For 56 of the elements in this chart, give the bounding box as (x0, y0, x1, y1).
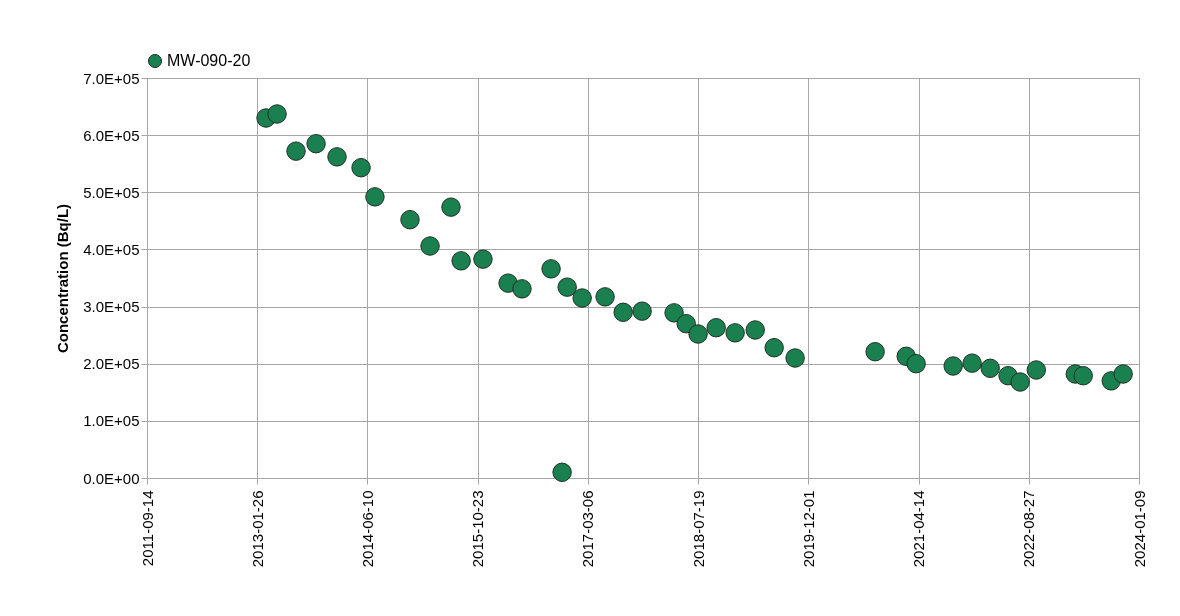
point (595, 287, 615, 307)
x-tick-label: 2011-09-14 (138, 490, 156, 567)
point (1026, 360, 1046, 380)
point (351, 158, 371, 178)
x-tick-label: 2022-08-27 (1020, 490, 1038, 568)
point (785, 348, 805, 368)
point (365, 187, 385, 207)
y-tick-label: 5.0E+05 (83, 183, 140, 201)
point (451, 251, 471, 271)
x-tick-label: 2015-10-23 (469, 490, 487, 568)
x-tick-label: 2024-01-09 (1130, 490, 1148, 568)
x-tick-label: 2013-01-26 (248, 490, 266, 568)
y-axis-title: Concentration (Bq/L) (54, 203, 72, 354)
point (267, 104, 287, 124)
point (1073, 366, 1093, 386)
point (980, 358, 1000, 378)
point (306, 134, 326, 154)
point (441, 197, 461, 217)
point (1113, 364, 1133, 384)
x-tick-label: 2019-12-01 (799, 490, 817, 568)
point (552, 462, 572, 482)
point (745, 320, 765, 340)
point (512, 279, 532, 299)
y-tick-label: 6.0E+05 (83, 126, 140, 144)
y-tick-label: 1.0E+05 (83, 412, 140, 430)
point (906, 354, 926, 374)
legend-label: MW-090-20 (167, 52, 251, 69)
point (962, 353, 982, 373)
point (664, 303, 684, 323)
point (688, 324, 708, 344)
point (676, 314, 696, 334)
point (706, 318, 726, 338)
point (764, 338, 784, 358)
point (865, 342, 885, 362)
y-tick-label: 0.0E+00 (83, 469, 140, 487)
point (572, 288, 592, 308)
point (632, 301, 652, 321)
point (473, 249, 493, 269)
point (1010, 372, 1030, 392)
point (725, 323, 745, 343)
y-tick-label: 3.0E+05 (83, 298, 140, 316)
point (613, 302, 633, 322)
x-tick-label: 2014-06-10 (358, 490, 376, 568)
point (943, 356, 963, 376)
y-tick-label: 4.0E+05 (83, 240, 140, 258)
point (541, 259, 561, 279)
y-tick-label: 2.0E+05 (83, 355, 140, 373)
x-tick-label: 2018-07-19 (689, 490, 707, 568)
x-tick-label: 2017-03-06 (579, 490, 597, 568)
point (327, 147, 347, 167)
point (400, 210, 420, 230)
y-tick-label: 7.0E+05 (83, 69, 140, 87)
point (286, 141, 306, 161)
point (420, 236, 440, 256)
x-tick-label: 2021-04-14 (910, 490, 928, 568)
point (557, 277, 577, 297)
